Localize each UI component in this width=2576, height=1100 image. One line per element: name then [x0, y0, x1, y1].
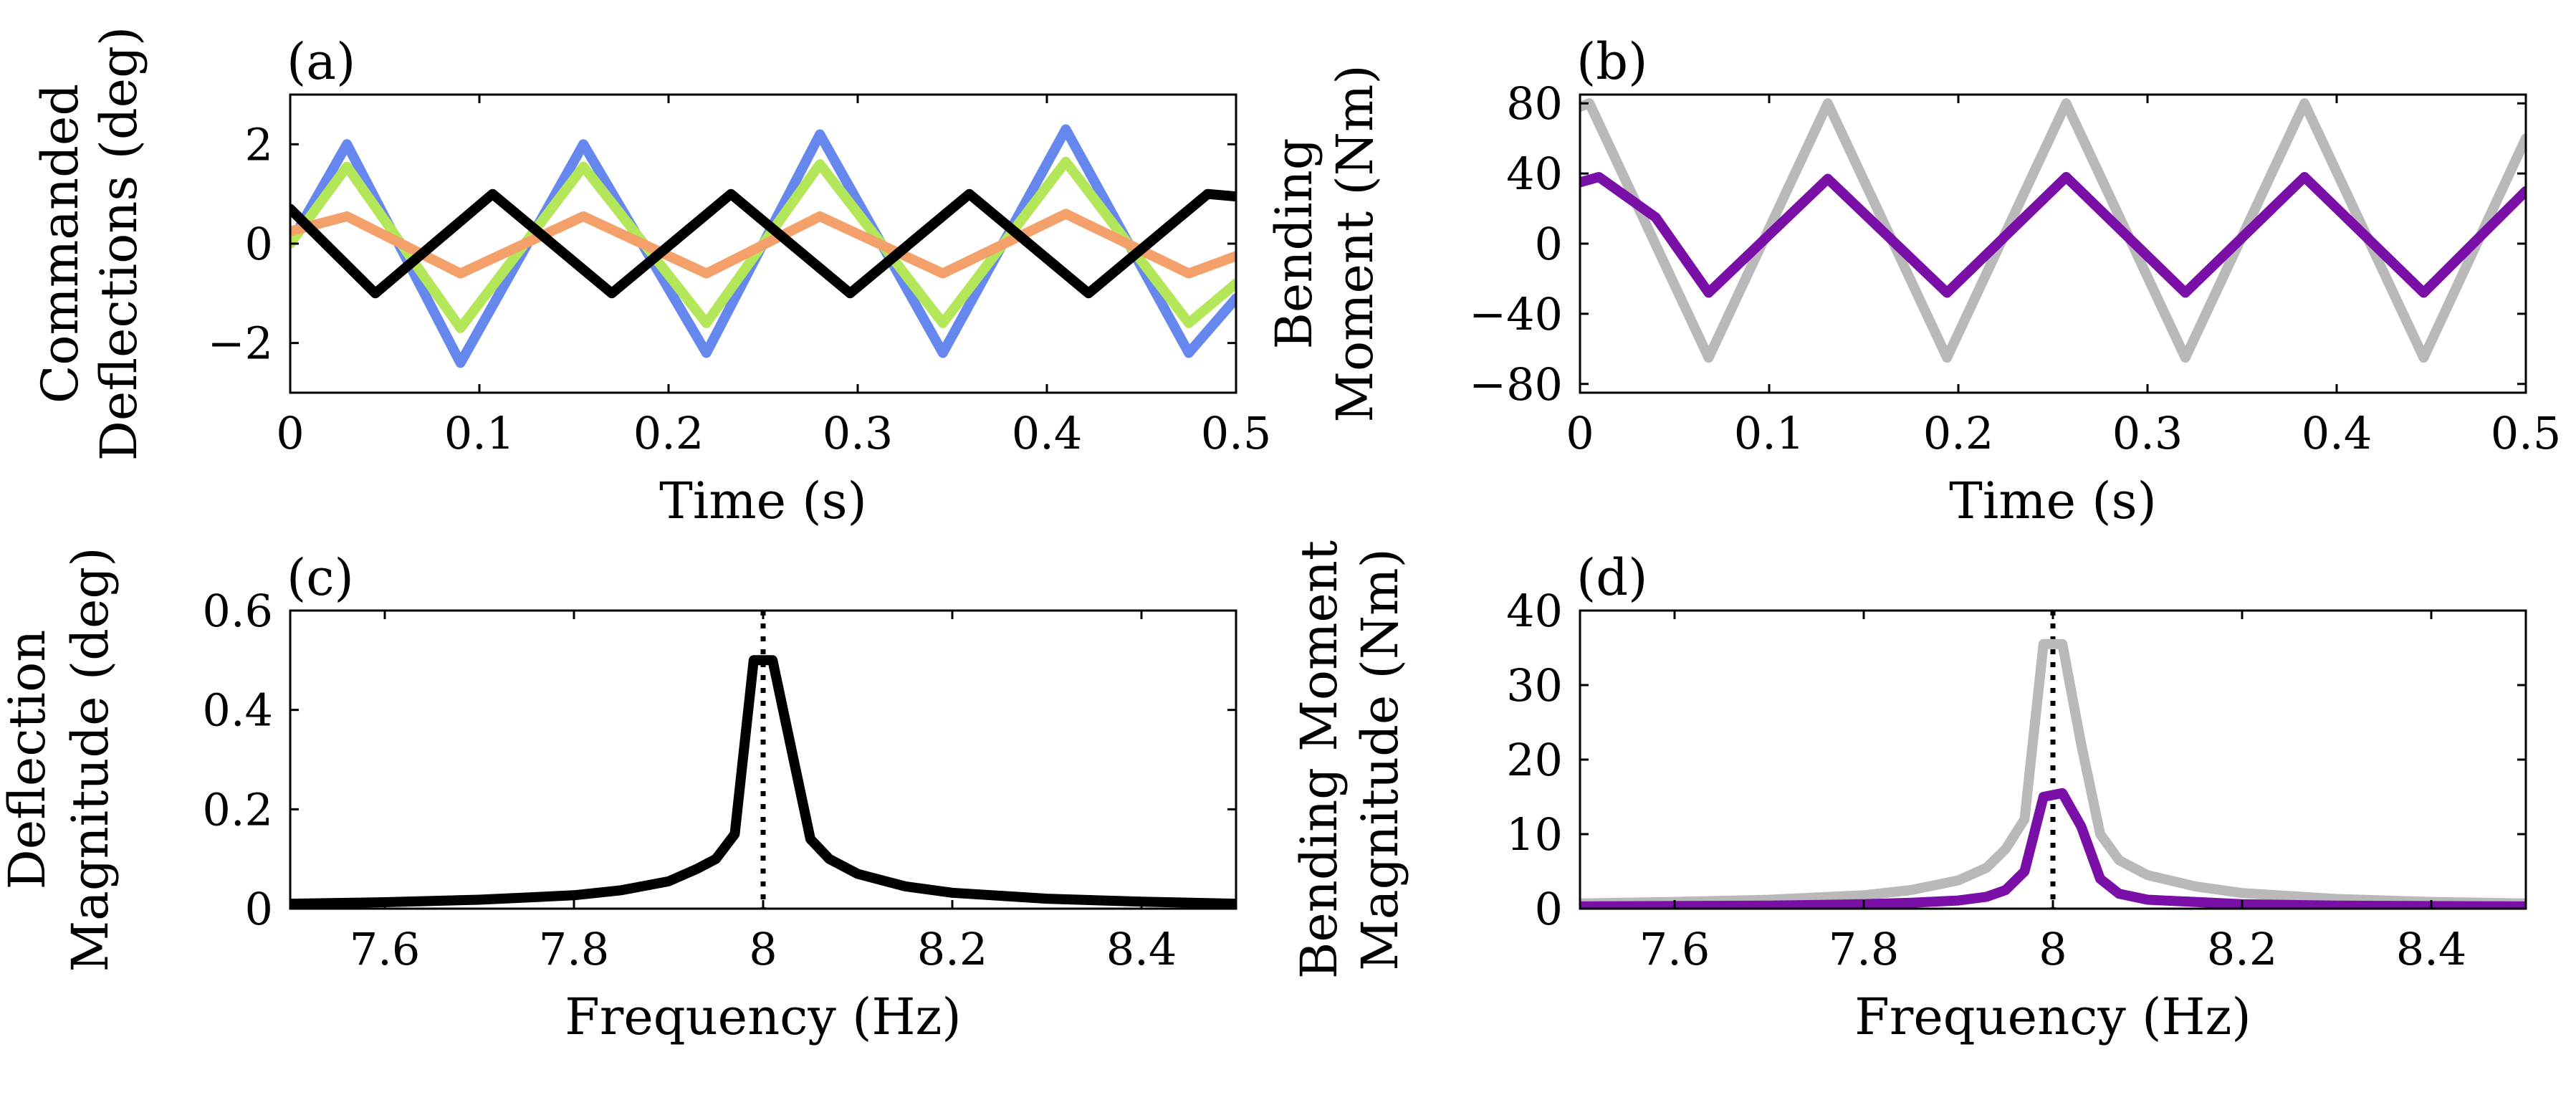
y-axis-label-d: Bending Moment: [1290, 540, 1349, 979]
x-axis-label-c: Frequency (Hz): [565, 987, 961, 1046]
series-d-purple: [1580, 788, 2526, 909]
y-axis-label-a: Commanded: [31, 84, 90, 403]
x-tick-label-a: 0.1: [444, 407, 515, 459]
panel-c: 7.6 7.8 8 8.2 8.4 0 0.2 0.4 0.6 Frequency (Hz) Def…: [0, 547, 1237, 1046]
x-tick-label-a: 0.5: [1201, 407, 1272, 459]
series-group-c: [290, 655, 1236, 909]
y-axis-label-b: Bending: [1265, 138, 1323, 349]
y-tick-label-d: 0: [1535, 883, 1563, 935]
series-b-gray: [1580, 98, 2526, 363]
series-a-orange: [290, 209, 1236, 279]
x-axis-label-a: Time (s): [659, 472, 867, 530]
x-tick-label-c: 8.4: [1106, 923, 1177, 975]
x-tick-label-b: 0.4: [2302, 407, 2372, 459]
y-axis-label-c: Deflection: [0, 630, 57, 890]
y-tick-label-b: 40: [1506, 148, 1563, 200]
x-tick-label-b: 0.3: [2112, 407, 2183, 459]
x-axis-label-b: Time (s): [1949, 472, 2157, 530]
y-tick-label-c: 0.6: [202, 585, 273, 637]
x-tick-label-d: 8.2: [2207, 923, 2278, 975]
series-d-gray: [1580, 639, 2526, 909]
y-tick-label-b: −80: [1469, 358, 1563, 411]
x-tick-label-a: 0.2: [633, 407, 704, 459]
series-group-a: [290, 124, 1236, 368]
y-axis-label-c: Magnitude (deg): [61, 547, 120, 972]
y-tick-label-c: 0: [245, 883, 273, 935]
y-tick-label-d: 10: [1506, 808, 1563, 861]
x-tick-label-c: 8.2: [917, 923, 988, 975]
x-tick-label-a: 0.4: [1012, 407, 1083, 459]
y-tick-label-b: −40: [1469, 288, 1563, 340]
x-tick-label-a: 0: [276, 407, 304, 459]
x-tick-label-b: 0.2: [1923, 407, 1994, 459]
x-tick-label-d: 7.8: [1829, 923, 1900, 975]
x-tick-label-d: 8.4: [2396, 923, 2467, 975]
y-axis-label-b: Moment (Nm): [1326, 64, 1384, 422]
y-axis-label-d: Magnitude (Nm): [1351, 548, 1409, 971]
x-tick-label-b: 0: [1566, 407, 1594, 459]
x-tick-label-b: 0.1: [1734, 407, 1805, 459]
x-tick-label-c: 8: [749, 923, 777, 975]
y-tick-label-d: 40: [1506, 585, 1563, 637]
y-tick-label-a: −2: [208, 317, 273, 370]
y-tick-label-d: 20: [1506, 734, 1563, 786]
series-b-purple: [1580, 172, 2526, 298]
y-tick-label-a: 0: [245, 218, 273, 270]
panel-label-c: (c): [287, 548, 354, 607]
panel-label-a: (a): [287, 32, 355, 91]
x-tick-label-d: 7.6: [1639, 923, 1710, 975]
y-tick-label-d: 30: [1506, 659, 1563, 712]
y-tick-label-b: 0: [1535, 218, 1563, 270]
x-tick-label-c: 7.6: [350, 923, 421, 975]
x-axis-label-d: Frequency (Hz): [1854, 987, 2251, 1046]
series-c-black: [290, 655, 1236, 909]
axes-frame-d: [1579, 609, 2527, 910]
panel-label-d: (d): [1576, 548, 1647, 607]
y-tick-label-c: 0.2: [202, 783, 273, 836]
y-tick-label-c: 0.4: [202, 684, 273, 737]
series-a-black: [290, 188, 1236, 299]
panel-d: 7.6 7.8 8 8.2 8.4 0 10 20 30 40 Frequency (Hz) Bend…: [1290, 540, 2527, 1046]
x-tick-label-b: 0.5: [2491, 407, 2562, 459]
y-axis-label-a: Deflections (deg): [90, 27, 148, 461]
panel-b: 0 0.1 0.2 0.3 0.4 0.5 −80 −40 0 40 80 Time (s) Bendi…: [1265, 32, 2561, 530]
x-tick-label-d: 8: [2039, 923, 2067, 975]
series-group-d: [1580, 639, 2526, 909]
y-tick-label-b: 80: [1506, 77, 1563, 130]
panel-label-b: (b): [1576, 32, 1647, 91]
x-tick-label-a: 0.3: [823, 407, 894, 459]
y-tick-label-a: 2: [245, 118, 273, 171]
x-tick-label-c: 7.8: [539, 923, 610, 975]
series-group-b: [1580, 98, 2526, 363]
